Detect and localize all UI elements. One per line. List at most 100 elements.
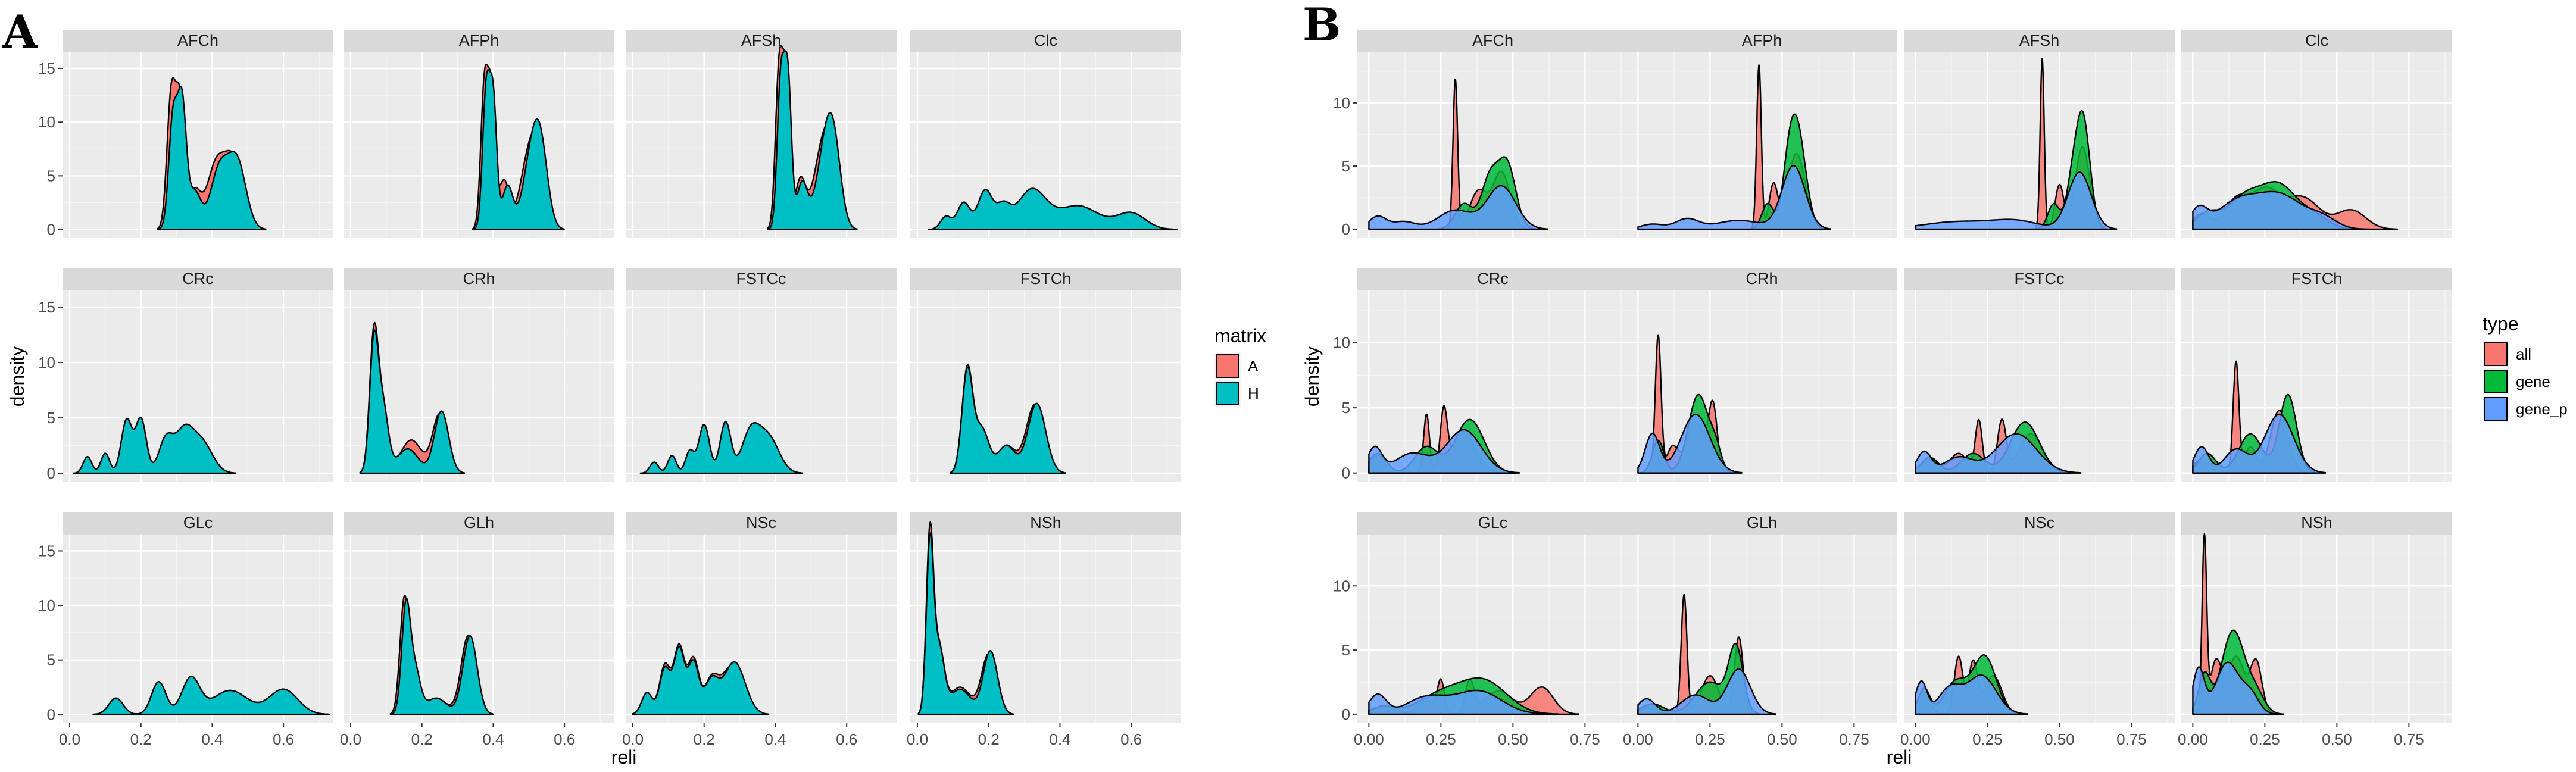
density-area-gene_p <box>1915 171 2118 230</box>
legend: type all gene gene_p <box>2483 313 2568 422</box>
facet-strip <box>910 268 1181 290</box>
facet-strip <box>1626 268 1897 290</box>
facet-title: CRh <box>1746 270 1778 287</box>
density-area-gene_p <box>1915 674 2029 715</box>
facet-NSh: NSh 0.0 0.2 0.4 0.6 <box>907 512 1181 748</box>
facet-title: GLh <box>1747 514 1777 532</box>
density-area-gene_p <box>1368 429 1520 474</box>
facet-NSc: NSc 0.00 0.25 0.50 0.75 <box>1900 512 2175 748</box>
density-area-gene_p <box>1637 413 1743 474</box>
x-tick-label: 0.00 <box>1900 730 1931 748</box>
x-tick-label: 0.6 <box>273 730 294 748</box>
facet-title: AFCh <box>1472 32 1513 49</box>
facet-AFCh: AFCh 0 5 10 <box>1333 30 1628 238</box>
legend-label: H <box>1248 385 1259 402</box>
facet-NSh: NSh 0.00 0.25 0.50 0.75 <box>2178 512 2452 748</box>
x-tick-label: 0.00 <box>1623 730 1653 748</box>
density-area-gene_p <box>1637 668 1776 715</box>
y-tick-label: 0 <box>1342 705 1350 723</box>
density-area-H <box>928 187 1178 230</box>
y-tick-label: 5 <box>47 651 55 669</box>
x-tick-label: 0.25 <box>1695 730 1725 748</box>
facet-AFPh: AFPh <box>344 30 614 238</box>
y-tick-label: 5 <box>1342 157 1350 175</box>
legend-label: all <box>2516 345 2531 363</box>
facet-title: AFCh <box>177 32 218 49</box>
panel-a-figure: AFCh 0 5 10 15 AFPh AFSh Clc CRc 0 5 10 15 CRh FSTCc FS… <box>2 5 1266 768</box>
y-tick-label: 10 <box>38 354 55 371</box>
facet-title: NSc <box>2024 514 2054 532</box>
y-tick-label: 0 <box>1342 464 1350 482</box>
x-tick-label: 0.25 <box>2250 730 2280 748</box>
facet-strip <box>910 30 1181 52</box>
x-tick-label: 0.4 <box>201 730 223 748</box>
facet-title: CRc <box>182 270 214 287</box>
facet-strip <box>63 30 333 52</box>
facet-title: CRc <box>1477 270 1509 287</box>
x-axis-title: reli <box>1887 746 1912 768</box>
facet-GLh: GLh 0.00 0.25 0.50 0.75 <box>1623 512 1897 748</box>
facet-strip <box>1904 512 2175 535</box>
x-tick-label: 0.0 <box>907 730 928 748</box>
y-tick-label: 10 <box>1333 94 1350 112</box>
facet-Clc: Clc <box>910 30 1181 238</box>
legend-title: matrix <box>1214 325 1266 346</box>
facet-strip <box>63 268 333 290</box>
y-tick-label: 15 <box>38 542 55 560</box>
facet-title: GLc <box>183 514 213 532</box>
x-tick-label: 0.00 <box>1354 730 1384 748</box>
facet-title: FSTCc <box>2015 270 2065 287</box>
facet-strip <box>626 30 897 52</box>
facet-title: Clc <box>2305 32 2328 49</box>
facet-title: AFSh <box>741 32 782 49</box>
density-area-H <box>639 421 804 474</box>
x-tick-label: 0.75 <box>1839 730 1869 748</box>
facet-strip <box>910 512 1181 535</box>
density-area-H <box>949 366 1066 474</box>
legend-swatch-all <box>2484 342 2508 366</box>
facet-strip <box>344 512 614 535</box>
density-area-gene_p <box>1637 164 1831 230</box>
density-area-H <box>391 598 494 715</box>
facet-title: FSTCh <box>1020 270 1072 287</box>
y-tick-label: 10 <box>1333 577 1350 595</box>
facet-NSc: NSc 0.0 0.2 0.4 0.6 <box>622 512 897 748</box>
facet-strip <box>2181 512 2452 535</box>
x-tick-label: 0.2 <box>694 730 715 748</box>
facet-title: GLh <box>464 514 494 532</box>
x-tick-label: 0.50 <box>1498 730 1528 748</box>
facet-strip <box>2181 268 2452 290</box>
y-tick-label: 5 <box>1342 641 1350 659</box>
facet-CRh: CRh <box>344 268 614 482</box>
facet-title: FSTCc <box>736 270 786 287</box>
facet-GLc: GLc 0 5 10 15 0.0 0.2 0.4 0.6 <box>38 512 333 748</box>
facet-strip <box>1904 30 2175 52</box>
density-area-gene_p <box>1368 185 1548 230</box>
facet-AFCh: AFCh 0 5 10 15 <box>38 30 333 239</box>
facet-strip <box>626 268 897 290</box>
density-area-gene_p <box>1368 689 1553 715</box>
plot-background <box>626 52 897 238</box>
legend-label: A <box>1248 357 1259 375</box>
density-area-gene_p <box>1915 433 2082 474</box>
density-area-gene_p <box>2192 190 2369 230</box>
facet-GLc: GLc 0 5 10 0.00 0.25 0.50 0.75 <box>1333 512 1628 748</box>
facet-GLh: GLh 0.0 0.2 0.4 0.6 <box>340 512 614 748</box>
x-tick-label: 0.2 <box>411 730 433 748</box>
facet-strip <box>1357 512 1628 535</box>
legend: matrix AH <box>1214 325 1266 407</box>
y-tick-label: 5 <box>47 167 55 185</box>
facet-AFPh: AFPh <box>1626 30 1897 238</box>
plot-background <box>2181 290 2452 482</box>
facet-title: GLc <box>1478 514 1508 532</box>
density-area-H <box>474 69 565 230</box>
y-tick-label: 15 <box>38 60 55 77</box>
facet-title: AFSh <box>2019 32 2060 49</box>
x-tick-label: 0.75 <box>1570 730 1600 748</box>
facet-CRc: CRc 0 5 10 15 <box>38 268 333 482</box>
facet-AFSh: AFSh <box>1904 30 2175 238</box>
panel-label: A <box>2 5 38 58</box>
facet-title: CRh <box>463 270 495 287</box>
x-tick-label: 0.75 <box>2394 730 2424 748</box>
